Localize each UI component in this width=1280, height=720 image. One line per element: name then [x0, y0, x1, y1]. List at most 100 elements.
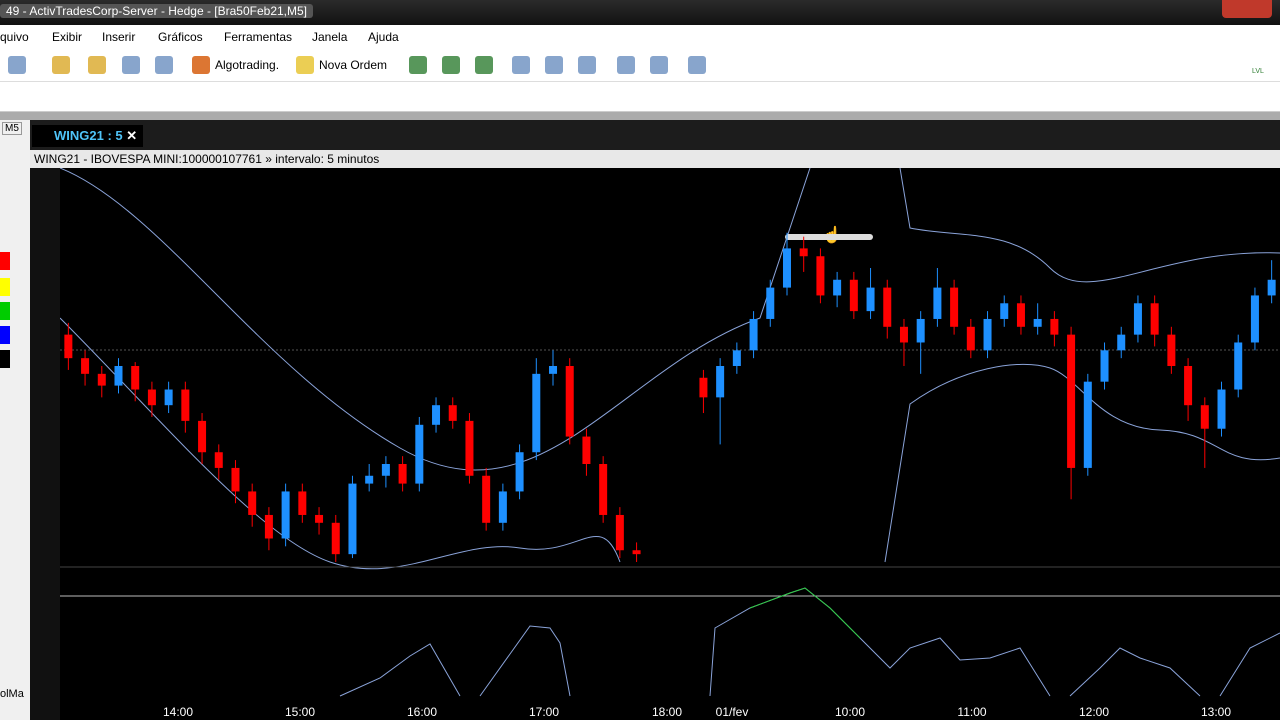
toolbar-icon[interactable]: [545, 56, 563, 74]
color-yellow[interactable]: [0, 278, 10, 296]
workspace-gap: [0, 112, 1280, 120]
oscillator-line: [749, 587, 861, 639]
candle-body: [398, 464, 407, 484]
candle-body: [281, 491, 290, 539]
color-green[interactable]: [0, 302, 10, 320]
bottom-label: olMa: [0, 688, 24, 700]
toolbar-icon[interactable]: [442, 56, 460, 74]
color-red[interactable]: [0, 252, 10, 270]
candle-body: [1033, 318, 1042, 327]
left-panel: M5 olMa: [0, 120, 30, 720]
algotrading-icon[interactable]: [192, 56, 210, 74]
chart-info: WING21 - IBOVESPA MINI:100000107761 » in…: [34, 152, 380, 166]
toolbar-icon[interactable]: [409, 56, 427, 74]
price-chart: ☝ 14:0015:0016:0017:0018:0001/fev10:0011…: [60, 168, 1280, 719]
menu-item[interactable]: Ferramentas: [224, 30, 293, 44]
candle-body: [983, 318, 992, 351]
color-black[interactable]: [0, 350, 10, 368]
candle-body: [482, 475, 491, 523]
candle-body: [147, 389, 156, 406]
candle-body: [1000, 303, 1009, 319]
menu-item[interactable]: Inserir: [102, 30, 136, 44]
candle-body: [549, 366, 558, 374]
time-label: 11:00: [957, 705, 986, 719]
candle-body: [749, 318, 758, 351]
candle-body: [448, 405, 457, 421]
candle-body: [849, 279, 858, 312]
menu-item[interactable]: Exibir: [52, 30, 83, 44]
timeframe[interactable]: M5: [2, 122, 22, 135]
time-label: 14:00: [163, 705, 193, 719]
toolbar-icon[interactable]: [475, 56, 493, 74]
candle-body: [331, 522, 340, 555]
color-blue[interactable]: [0, 326, 10, 344]
menu-item[interactable]: Gráficos: [158, 30, 203, 44]
toolbar-icon[interactable]: [617, 56, 635, 74]
upper-band: [60, 168, 811, 471]
toolbar-icon[interactable]: [650, 56, 668, 74]
drawn-segment[interactable]: [785, 234, 873, 240]
close-button[interactable]: [1222, 0, 1272, 18]
candle-body: [198, 420, 207, 453]
toolbar: Algotrading. Nova Ordem LVL: [0, 48, 1280, 82]
candle-body: [348, 483, 357, 555]
candle-body: [799, 248, 808, 257]
candle-body: [1250, 295, 1259, 343]
candle-body: [1200, 405, 1209, 429]
toolbar-icon[interactable]: [155, 56, 173, 74]
candle-body: [114, 366, 123, 386]
candle-body: [298, 491, 307, 515]
time-label: 16:00: [407, 705, 437, 719]
candle-body: [833, 279, 842, 296]
menu-item[interactable]: quivo: [0, 30, 29, 44]
candle-body: [515, 452, 524, 492]
candle-body: [883, 287, 892, 327]
candle-body: [716, 366, 725, 398]
candle-body: [1167, 334, 1176, 366]
new-order-button[interactable]: Nova Ordem: [319, 58, 388, 72]
candle-body: [632, 550, 641, 555]
candle-body: [933, 287, 942, 319]
candle-body: [1217, 389, 1226, 429]
menu-item[interactable]: Ajuda: [368, 30, 399, 44]
menu-item[interactable]: Janela: [312, 30, 348, 44]
candle-body: [248, 491, 257, 515]
chart-tab[interactable]: WING21 : 5 ✕: [32, 125, 144, 147]
candle-body: [565, 366, 574, 437]
candle-body: [1016, 303, 1025, 327]
candle-body: [532, 373, 541, 453]
candle-body: [1083, 381, 1092, 468]
candle-body: [81, 358, 90, 374]
drawing-toolbar: [0, 82, 1280, 112]
candle-body: [365, 475, 374, 484]
candle-body: [899, 326, 908, 343]
candle-body: [1117, 334, 1126, 351]
toolbar-icon[interactable]: [512, 56, 530, 74]
candle-body: [1067, 334, 1076, 468]
candle-body: [615, 514, 624, 551]
candle-body: [699, 377, 708, 398]
candle-body: [732, 350, 741, 366]
toolbar-icon[interactable]: [688, 56, 706, 74]
candle-body: [582, 436, 591, 464]
candle-body: [950, 287, 959, 327]
toolbar-icon[interactable]: [52, 56, 70, 74]
time-label: 10:00: [835, 705, 865, 719]
chart-tools: [30, 168, 60, 720]
toolbar-icon[interactable]: [578, 56, 596, 74]
candle-body: [164, 389, 173, 406]
time-label: 18:00: [652, 705, 682, 719]
toolbar-icon[interactable]: [122, 56, 140, 74]
candle-body: [1050, 318, 1059, 335]
toolbar-icon[interactable]: [8, 56, 26, 74]
candle-body: [782, 248, 791, 288]
window-title: 49 - ActivTradesCorp-Server - Hedge - [B…: [0, 4, 314, 18]
candle-body: [97, 373, 106, 386]
candle-body: [231, 467, 240, 492]
toolbar-icon[interactable]: [88, 56, 106, 74]
candle-body: [181, 389, 190, 421]
candle-body: [966, 326, 975, 351]
order-icon[interactable]: [296, 56, 314, 74]
algotrading-button[interactable]: Algotrading.: [215, 58, 280, 72]
